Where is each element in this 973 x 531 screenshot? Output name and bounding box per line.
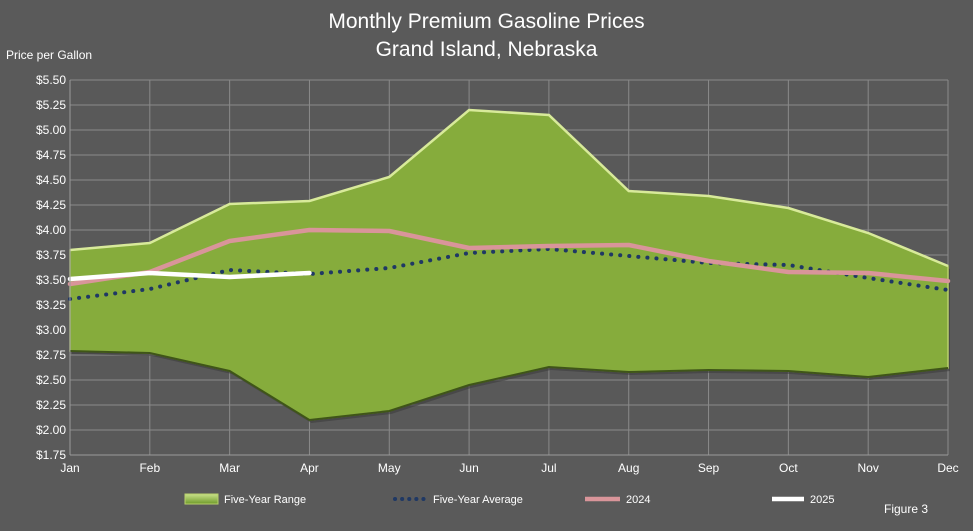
- axes: $1.75 $2.00 $2.25 $2.50 $2.75 $3.00 $3.25 $3.50…: [36, 73, 959, 475]
- y-tick-label: $5.00: [36, 123, 66, 137]
- x-tick-label: Sep: [698, 461, 720, 475]
- y-tick-label: $5.25: [36, 98, 66, 112]
- y-tick-label: $2.25: [36, 398, 66, 412]
- y-tick-label: $3.00: [36, 323, 66, 337]
- range-low-edge: [69, 350, 949, 422]
- y-tick-label: $4.25: [36, 198, 66, 212]
- chart-title-line-2: Grand Island, Nebraska: [375, 38, 598, 61]
- x-tick-label: Mar: [219, 461, 240, 475]
- y-tick-label: $4.50: [36, 173, 66, 187]
- x-tick-label: May: [378, 461, 401, 475]
- range-high-edge: [69, 108, 949, 268]
- five-year-range-area: [69, 108, 950, 423]
- x-tick-label: Apr: [300, 461, 319, 475]
- x-tick-label: Jan: [60, 461, 79, 475]
- x-tick-label: Feb: [139, 461, 160, 475]
- series-line-2025: [67, 270, 312, 282]
- legend-swatch-five-year-range: [184, 493, 219, 505]
- y-tick-label: $5.50: [36, 73, 66, 87]
- legend-label-2025: 2025: [810, 494, 834, 506]
- y-axis-label: Price per Gallon: [6, 48, 93, 62]
- x-tick-label: Dec: [937, 461, 958, 475]
- legend-label-five-year-range: Five-Year Range: [224, 494, 306, 506]
- x-tick-label: Jun: [459, 461, 478, 475]
- x-tick-label: Oct: [779, 461, 798, 475]
- series-lines: [67, 227, 951, 301]
- x-tick-label: Aug: [618, 461, 639, 475]
- figure-label: Figure 3: [884, 502, 929, 516]
- legend: Five-Year Range Five-Year Average 2024 2025: [184, 493, 834, 506]
- y-tick-label: $3.25: [36, 298, 66, 312]
- y-tick-label: $2.50: [36, 373, 66, 387]
- x-tick-label: Nov: [858, 461, 879, 475]
- y-tick-label: $3.50: [36, 273, 66, 287]
- chart-title-line-1: Monthly Premium Gasoline Prices: [328, 10, 645, 33]
- series-line-five-year-average: [68, 246, 950, 301]
- y-tick-label: $3.75: [36, 248, 66, 262]
- y-tick-label: $2.00: [36, 423, 66, 437]
- y-tick-label: $4.00: [36, 223, 66, 237]
- y-tick-label: $2.75: [36, 348, 66, 362]
- y-tick-label: $1.75: [36, 448, 66, 462]
- y-tick-label: $4.75: [36, 148, 66, 162]
- legend-label-2024: 2024: [626, 494, 650, 506]
- x-tick-label: Jul: [541, 461, 556, 475]
- legend-label-five-year-average: Five-Year Average: [433, 494, 523, 506]
- series-line-2024: [67, 227, 951, 287]
